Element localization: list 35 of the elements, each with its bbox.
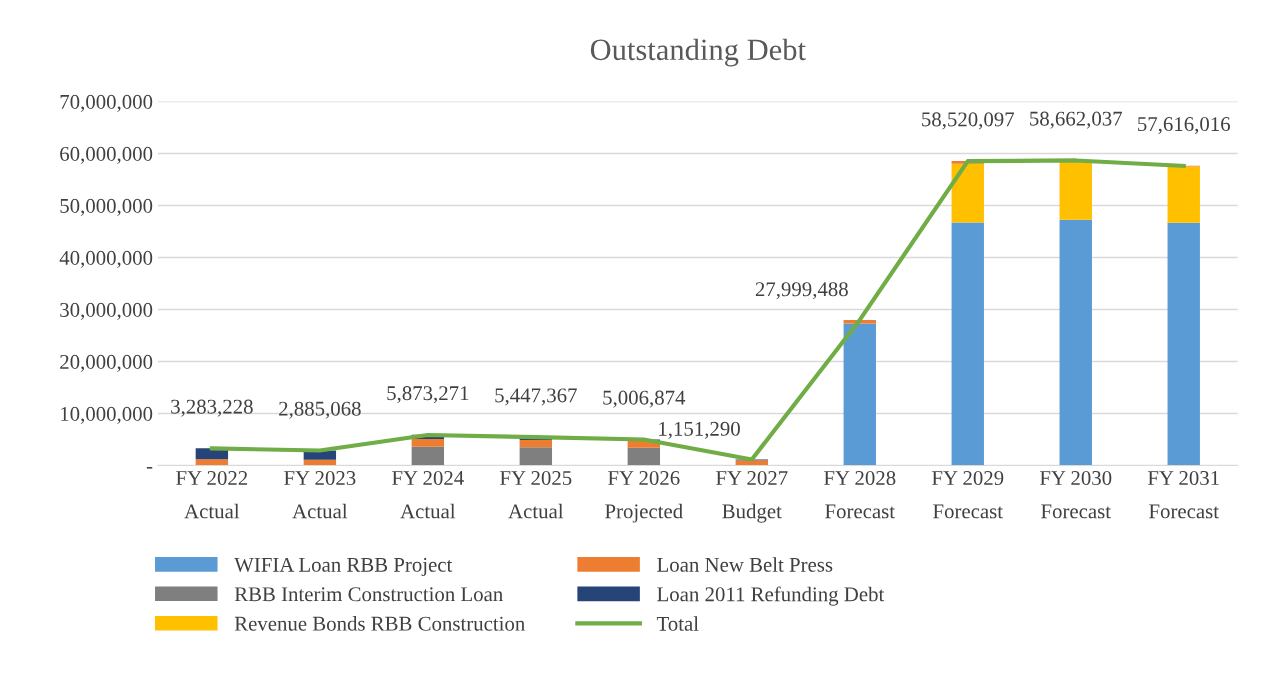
data-label: 58,662,037 [1030,111,1123,129]
chart-title: Outstanding Debt [590,38,806,67]
x-tick-label: FY 2024 Actual [392,470,464,519]
data-label: 27,999,488 [755,282,848,300]
x-tick-label: FY 2025 Actual [500,470,572,519]
legend-label: RBB Interim Construction Loan [234,587,503,602]
y-tick-label: 40,000,000 [59,250,153,268]
y-tick-label: - [146,467,153,469]
x-tick-label: FY 2029 Forecast [932,470,1004,519]
y-tick-label: 50,000,000 [60,198,153,216]
x-tick-label: FY 2027 Budget [716,470,788,523]
y-tick-label: 60,000,000 [60,146,153,164]
data-label: 5,006,874 [603,390,686,408]
data-label: 58,520,097 [922,112,1015,130]
legend-label: Loan New Belt Press [657,557,833,572]
x-tick-label: FY 2028 Forecast [824,470,896,519]
data-label: 3,283,228 [171,399,253,417]
x-tick-label: FY 2026 Projected [605,470,683,523]
legend-label: Loan 2011 Refunding Debt [657,586,885,606]
data-label: 5,873,271 [387,386,469,404]
y-tick-label: 30,000,000 [60,302,153,320]
y-tick-label: 10,000,000 [61,406,153,424]
data-label: 2,885,068 [279,401,361,419]
data-label: 1,151,290 [659,421,740,439]
legend-label: Revenue Bonds RBB Construction [234,616,525,631]
x-tick-label: FY 2031 Forecast [1147,470,1219,519]
legend-label: Total [656,616,699,631]
data-label: 5,447,367 [495,388,577,406]
y-tick-label: 70,000,000 [60,94,153,112]
x-tick-label: FY 2030 Forecast [1040,470,1112,519]
legend-label: WIFIA Loan RBB Project [234,557,453,577]
x-tick-label: FY 2022 Actual [176,470,248,519]
data-label: 57,616,016 [1138,117,1230,135]
x-tick-label: FY 2023 Actual [284,470,356,519]
y-tick-label: 20,000,000 [60,354,153,372]
